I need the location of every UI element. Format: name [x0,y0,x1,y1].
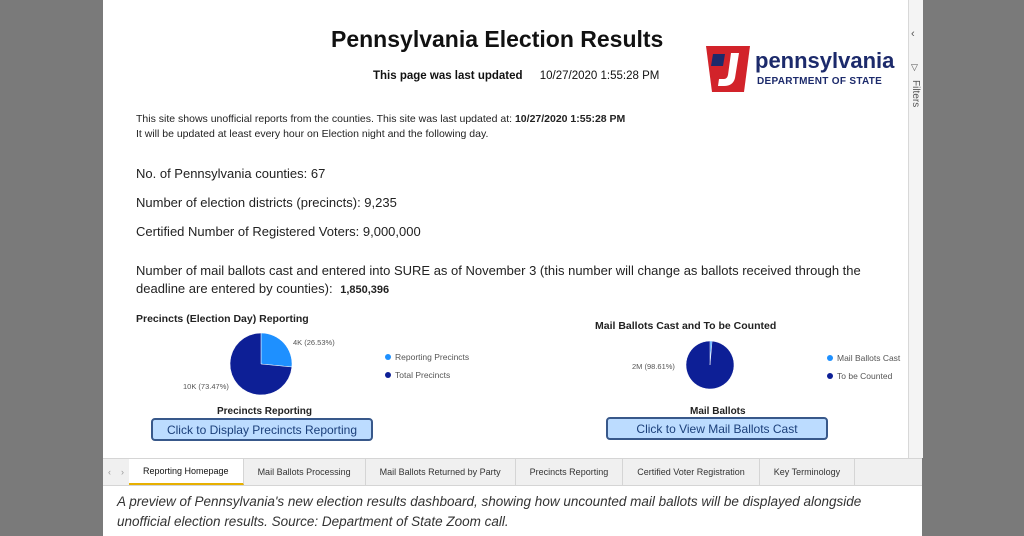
filter-icon: ▽ [911,62,918,72]
logo-name: pennsylvania [755,48,895,73]
tab-precincts-reporting[interactable]: Precincts Reporting [516,459,624,485]
intro-line-1: This site shows unofficial reports from … [136,113,513,125]
collapse-chevron-icon[interactable]: ‹ [911,28,915,40]
pie-slice-to-be-counted[interactable] [685,340,735,390]
intro-line-2: It will be updated at least every hour o… [136,128,489,140]
pie-label-to-be-counted: 2M (98.61%) [632,362,675,371]
mail-subtitle: Mail Ballots [690,406,746,417]
precincts-pie-chart [229,332,293,396]
image-caption: A preview of Pennsylvania's new election… [117,494,862,529]
view-mail-ballots-button[interactable]: Click to View Mail Ballots Cast [606,417,828,440]
mail-ballots-text: Number of mail ballots cast and entered … [136,262,866,299]
tab-nav-arrows[interactable]: ‹ › [103,459,129,485]
last-updated-value: 10/27/2020 1:55:28 PM [539,70,660,82]
intro-updated-value: 10/27/2020 1:55:28 PM [514,113,626,125]
precincts-chart-title: Precincts (Election Day) Reporting [136,313,309,325]
filters-label: Filters [910,80,921,108]
page-title: Pennsylvania Election Results [331,26,664,52]
tab-mail-ballots-processing[interactable]: Mail Ballots Processing [244,459,366,485]
legend-item[interactable]: To be Counted [827,371,900,381]
pa-dos-logo: pennsylvania DEPARTMENT OF STATE [703,44,903,94]
legend-dot-icon [827,373,833,379]
legend-label: Reporting Precincts [395,352,470,362]
logo-dept: DEPARTMENT OF STATE [757,76,883,87]
tab-mail-ballots-returned-by-party[interactable]: Mail Ballots Returned by Party [366,459,516,485]
legend-item[interactable]: Total Precincts [385,370,469,380]
screenshot-frame: Pennsylvania Election Results This page … [103,0,923,536]
pie-label-reporting: 4K (26.53%) [293,338,335,347]
legend-dot-icon [827,355,833,361]
tab-key-terminology[interactable]: Key Terminology [760,459,856,485]
legend-label: Total Precincts [395,370,451,380]
mail-chart-title: Mail Ballots Cast and To be Counted [595,320,777,332]
filters-pane[interactable]: ‹ ▽ Filters [908,0,923,458]
precincts-legend: Reporting Precincts Total Precincts [385,352,469,388]
legend-item[interactable]: Mail Ballots Cast [827,353,900,363]
mail-ballots-value: 1,850,396 [340,284,390,296]
mail-legend: Mail Ballots Cast To be Counted [827,353,900,389]
mail-ballots-description: Number of mail ballots cast and entered … [136,263,861,296]
legend-dot-icon [385,372,391,378]
pie-label-total: 10K (73.47%) [183,382,229,391]
legend-label: Mail Ballots Cast [837,353,901,363]
pie-slice-reporting-precincts[interactable] [260,332,293,368]
legend-dot-icon [385,354,391,360]
intro-text: This site shows unofficial reports from … [136,112,625,142]
mail-ballots-pie-chart [685,340,735,390]
last-updated-label: This page was last updated [373,70,523,82]
tab-prev-icon[interactable]: ‹ [108,467,111,477]
tab-reporting-homepage[interactable]: Reporting Homepage [129,459,244,485]
pie-slice-total-precincts[interactable] [229,332,293,396]
legend-label: To be Counted [837,371,893,381]
stat-counties: No. of Pennsylvania counties: 67 [136,166,326,181]
report-canvas: Pennsylvania Election Results This page … [103,0,908,458]
tab-certified-voter-registration[interactable]: Certified Voter Registration [623,459,760,485]
legend-item[interactable]: Reporting Precincts [385,352,469,362]
tab-next-icon[interactable]: › [121,467,124,477]
keystone-logo-icon [706,46,750,92]
precincts-subtitle: Precincts Reporting [217,406,313,417]
stat-registered-voters: Certified Number of Registered Voters: 9… [136,224,421,239]
page-tab-bar: ‹ › Reporting Homepage Mail Ballots Proc… [103,458,922,486]
display-precincts-button[interactable]: Click to Display Precincts Reporting [151,418,373,441]
stat-precincts: Number of election districts (precincts)… [136,195,397,210]
last-updated: This page was last updated 10/27/2020 1:… [373,70,659,82]
